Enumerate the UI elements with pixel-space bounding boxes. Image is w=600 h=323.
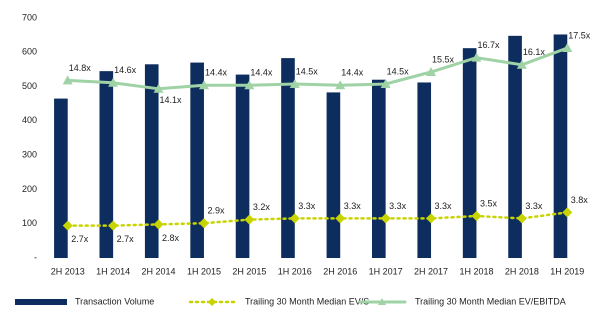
- x-tick-label: 1H 2018: [459, 266, 493, 276]
- x-tick-label: 2H 2016: [323, 266, 357, 276]
- data-label: 3.3x: [389, 201, 407, 211]
- data-label: 14.4x: [341, 68, 364, 78]
- marker: [335, 213, 346, 224]
- marker: [62, 75, 73, 85]
- x-tick-label: 2H 2017: [414, 266, 448, 276]
- bar: [281, 58, 295, 258]
- legend-marker: [378, 298, 386, 305]
- marker: [380, 79, 391, 88]
- legend-swatch: [15, 299, 67, 305]
- data-label: 14.6x: [114, 65, 137, 75]
- data-label: 3.2x: [253, 202, 271, 212]
- y-tick-label: 400: [22, 115, 37, 125]
- bar: [235, 74, 250, 258]
- marker: [289, 79, 300, 88]
- data-label: 17.5x: [568, 30, 591, 40]
- x-tick-label: 1H 2015: [187, 266, 221, 276]
- bar: [144, 64, 159, 259]
- x-tick-label: 2H 2015: [232, 266, 266, 276]
- marker: [62, 220, 73, 231]
- marker: [471, 211, 482, 221]
- data-label: 16.1x: [523, 47, 546, 57]
- bar: [99, 71, 114, 259]
- marker: [108, 77, 119, 87]
- marker: [108, 220, 119, 231]
- marker: [198, 80, 209, 90]
- marker: [516, 213, 527, 224]
- marker: [516, 59, 527, 69]
- data-label: 2.7x: [71, 234, 89, 244]
- marker: [426, 67, 437, 76]
- x-tick-label: 1H 2017: [369, 266, 403, 276]
- y-tick-label: 700: [22, 12, 37, 22]
- marker: [335, 80, 346, 90]
- x-tick-label: 2H 2018: [505, 266, 539, 276]
- data-label: 3.5x: [480, 198, 498, 208]
- marker: [198, 218, 209, 229]
- legend-label: Trailing 30 Month Median EV/EBITDA: [415, 296, 566, 306]
- y-tick-label: 600: [22, 47, 37, 57]
- bar: [508, 35, 522, 259]
- data-label: 15.5x: [432, 54, 455, 64]
- data-label: 14.8x: [69, 63, 92, 73]
- y-tick-label: 500: [22, 81, 37, 91]
- y-tick-label: 200: [22, 184, 37, 194]
- data-label: 3.3x: [525, 201, 543, 211]
- data-label: 3.3x: [344, 201, 362, 211]
- bar: [54, 98, 68, 258]
- marker: [562, 43, 573, 52]
- bar: [417, 82, 432, 258]
- x-tick-label: 2H 2014: [142, 266, 176, 276]
- marker: [153, 219, 164, 230]
- bar: [553, 34, 568, 259]
- data-label: 2.8x: [162, 233, 180, 243]
- y-tick-label: 100: [22, 218, 37, 228]
- x-tick-label: 1H 2014: [96, 266, 130, 276]
- marker: [426, 213, 437, 224]
- data-label: 14.1x: [160, 95, 183, 105]
- legend-label: Trailing 30 Month Median EV/S: [245, 296, 369, 306]
- marker: [244, 214, 255, 225]
- line: [66, 46, 569, 91]
- x-tick-label: 2H 2013: [51, 266, 85, 276]
- data-label: 14.4x: [205, 68, 228, 78]
- legend-label: Transaction Volume: [75, 296, 154, 306]
- data-label: 16.7x: [477, 40, 500, 50]
- data-label: 2.7x: [117, 234, 135, 244]
- x-tick-label: 1H 2019: [550, 266, 584, 276]
- data-label: 14.4x: [250, 68, 273, 78]
- line: [66, 211, 569, 227]
- marker: [380, 213, 391, 224]
- bar: [190, 62, 204, 259]
- data-label: 3.3x: [435, 201, 453, 211]
- marker: [471, 52, 482, 62]
- data-label: 3.8x: [571, 195, 589, 205]
- bar: [372, 79, 386, 258]
- y-tick-label: -: [34, 252, 37, 262]
- data-label: 3.3x: [298, 201, 316, 211]
- marker: [562, 207, 573, 218]
- marker: [289, 213, 300, 224]
- x-tick-label: 1H 2016: [278, 266, 312, 276]
- data-label: 14.5x: [296, 66, 319, 76]
- data-label: 14.5x: [387, 66, 410, 76]
- legend-marker: [208, 298, 216, 306]
- bar: [326, 92, 341, 259]
- y-tick-label: 300: [22, 150, 37, 160]
- marker: [244, 80, 255, 90]
- bar: [462, 48, 477, 258]
- data-label: 2.9x: [207, 206, 225, 216]
- marker: [153, 83, 164, 93]
